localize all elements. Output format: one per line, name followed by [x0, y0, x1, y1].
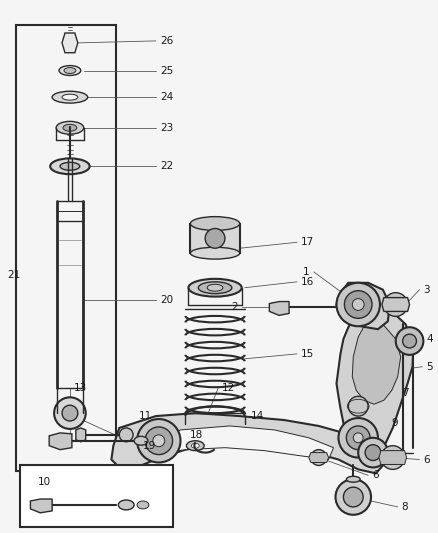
Circle shape — [358, 438, 388, 467]
Ellipse shape — [134, 437, 148, 445]
Polygon shape — [309, 453, 328, 463]
Polygon shape — [30, 499, 52, 513]
Circle shape — [153, 435, 165, 447]
Polygon shape — [336, 283, 390, 329]
Ellipse shape — [52, 91, 88, 103]
Text: 17: 17 — [301, 237, 314, 247]
Polygon shape — [382, 297, 410, 311]
Circle shape — [346, 426, 370, 450]
Circle shape — [365, 445, 381, 461]
Text: 3: 3 — [424, 285, 430, 295]
Text: 16: 16 — [301, 277, 314, 287]
Ellipse shape — [64, 68, 76, 74]
Circle shape — [396, 327, 424, 355]
Text: 14: 14 — [251, 411, 264, 421]
Polygon shape — [269, 302, 289, 316]
Circle shape — [386, 450, 400, 464]
Circle shape — [344, 290, 372, 318]
Polygon shape — [161, 426, 333, 459]
Circle shape — [353, 433, 363, 443]
Circle shape — [336, 283, 380, 326]
Text: 13: 13 — [74, 383, 87, 393]
Ellipse shape — [56, 122, 84, 134]
Text: 8: 8 — [402, 502, 408, 512]
Ellipse shape — [198, 282, 232, 294]
Ellipse shape — [137, 501, 149, 509]
Circle shape — [339, 418, 378, 457]
Circle shape — [205, 229, 225, 248]
Text: 5: 5 — [426, 362, 433, 372]
Ellipse shape — [191, 216, 240, 230]
Circle shape — [381, 446, 405, 470]
Text: 25: 25 — [160, 66, 173, 76]
Circle shape — [311, 450, 327, 465]
Polygon shape — [76, 428, 86, 442]
Text: 24: 24 — [160, 92, 173, 102]
Ellipse shape — [191, 247, 240, 259]
Circle shape — [352, 298, 364, 310]
Circle shape — [119, 428, 133, 442]
Bar — [20, 465, 173, 527]
Text: 10: 10 — [37, 477, 50, 487]
Text: 23: 23 — [160, 123, 173, 133]
Circle shape — [348, 397, 368, 416]
Ellipse shape — [346, 477, 360, 482]
Circle shape — [343, 487, 363, 507]
Text: 22: 22 — [160, 161, 173, 171]
Polygon shape — [379, 450, 406, 464]
Ellipse shape — [59, 66, 81, 76]
Text: 6: 6 — [372, 470, 379, 480]
Text: 7: 7 — [402, 389, 408, 398]
Text: 4: 4 — [426, 334, 433, 344]
Circle shape — [62, 405, 78, 421]
Polygon shape — [336, 304, 413, 457]
Polygon shape — [111, 413, 383, 473]
Circle shape — [384, 293, 408, 317]
Circle shape — [145, 427, 173, 455]
Polygon shape — [352, 319, 401, 404]
Text: 9: 9 — [392, 418, 399, 428]
Text: 18: 18 — [189, 430, 203, 440]
Text: 19: 19 — [143, 441, 156, 451]
Text: 11: 11 — [138, 411, 152, 421]
Ellipse shape — [118, 500, 134, 510]
Bar — [16, 25, 117, 471]
Bar — [191, 223, 240, 253]
Ellipse shape — [191, 443, 199, 448]
Circle shape — [336, 479, 371, 515]
Text: 26: 26 — [160, 36, 173, 46]
Ellipse shape — [50, 158, 90, 174]
Text: 2: 2 — [231, 302, 238, 312]
Circle shape — [54, 397, 86, 429]
Ellipse shape — [188, 279, 242, 296]
Circle shape — [137, 419, 180, 463]
Circle shape — [403, 334, 417, 348]
Ellipse shape — [187, 441, 204, 450]
Ellipse shape — [62, 94, 78, 100]
Text: 1: 1 — [303, 267, 310, 277]
Ellipse shape — [60, 163, 80, 170]
Ellipse shape — [207, 284, 223, 291]
Polygon shape — [62, 33, 78, 53]
Text: 12: 12 — [222, 383, 235, 393]
Ellipse shape — [63, 124, 77, 131]
Polygon shape — [49, 433, 72, 450]
Text: 20: 20 — [160, 295, 173, 304]
Text: 15: 15 — [301, 349, 314, 359]
Text: 6: 6 — [424, 455, 430, 465]
Text: 21: 21 — [8, 270, 21, 280]
